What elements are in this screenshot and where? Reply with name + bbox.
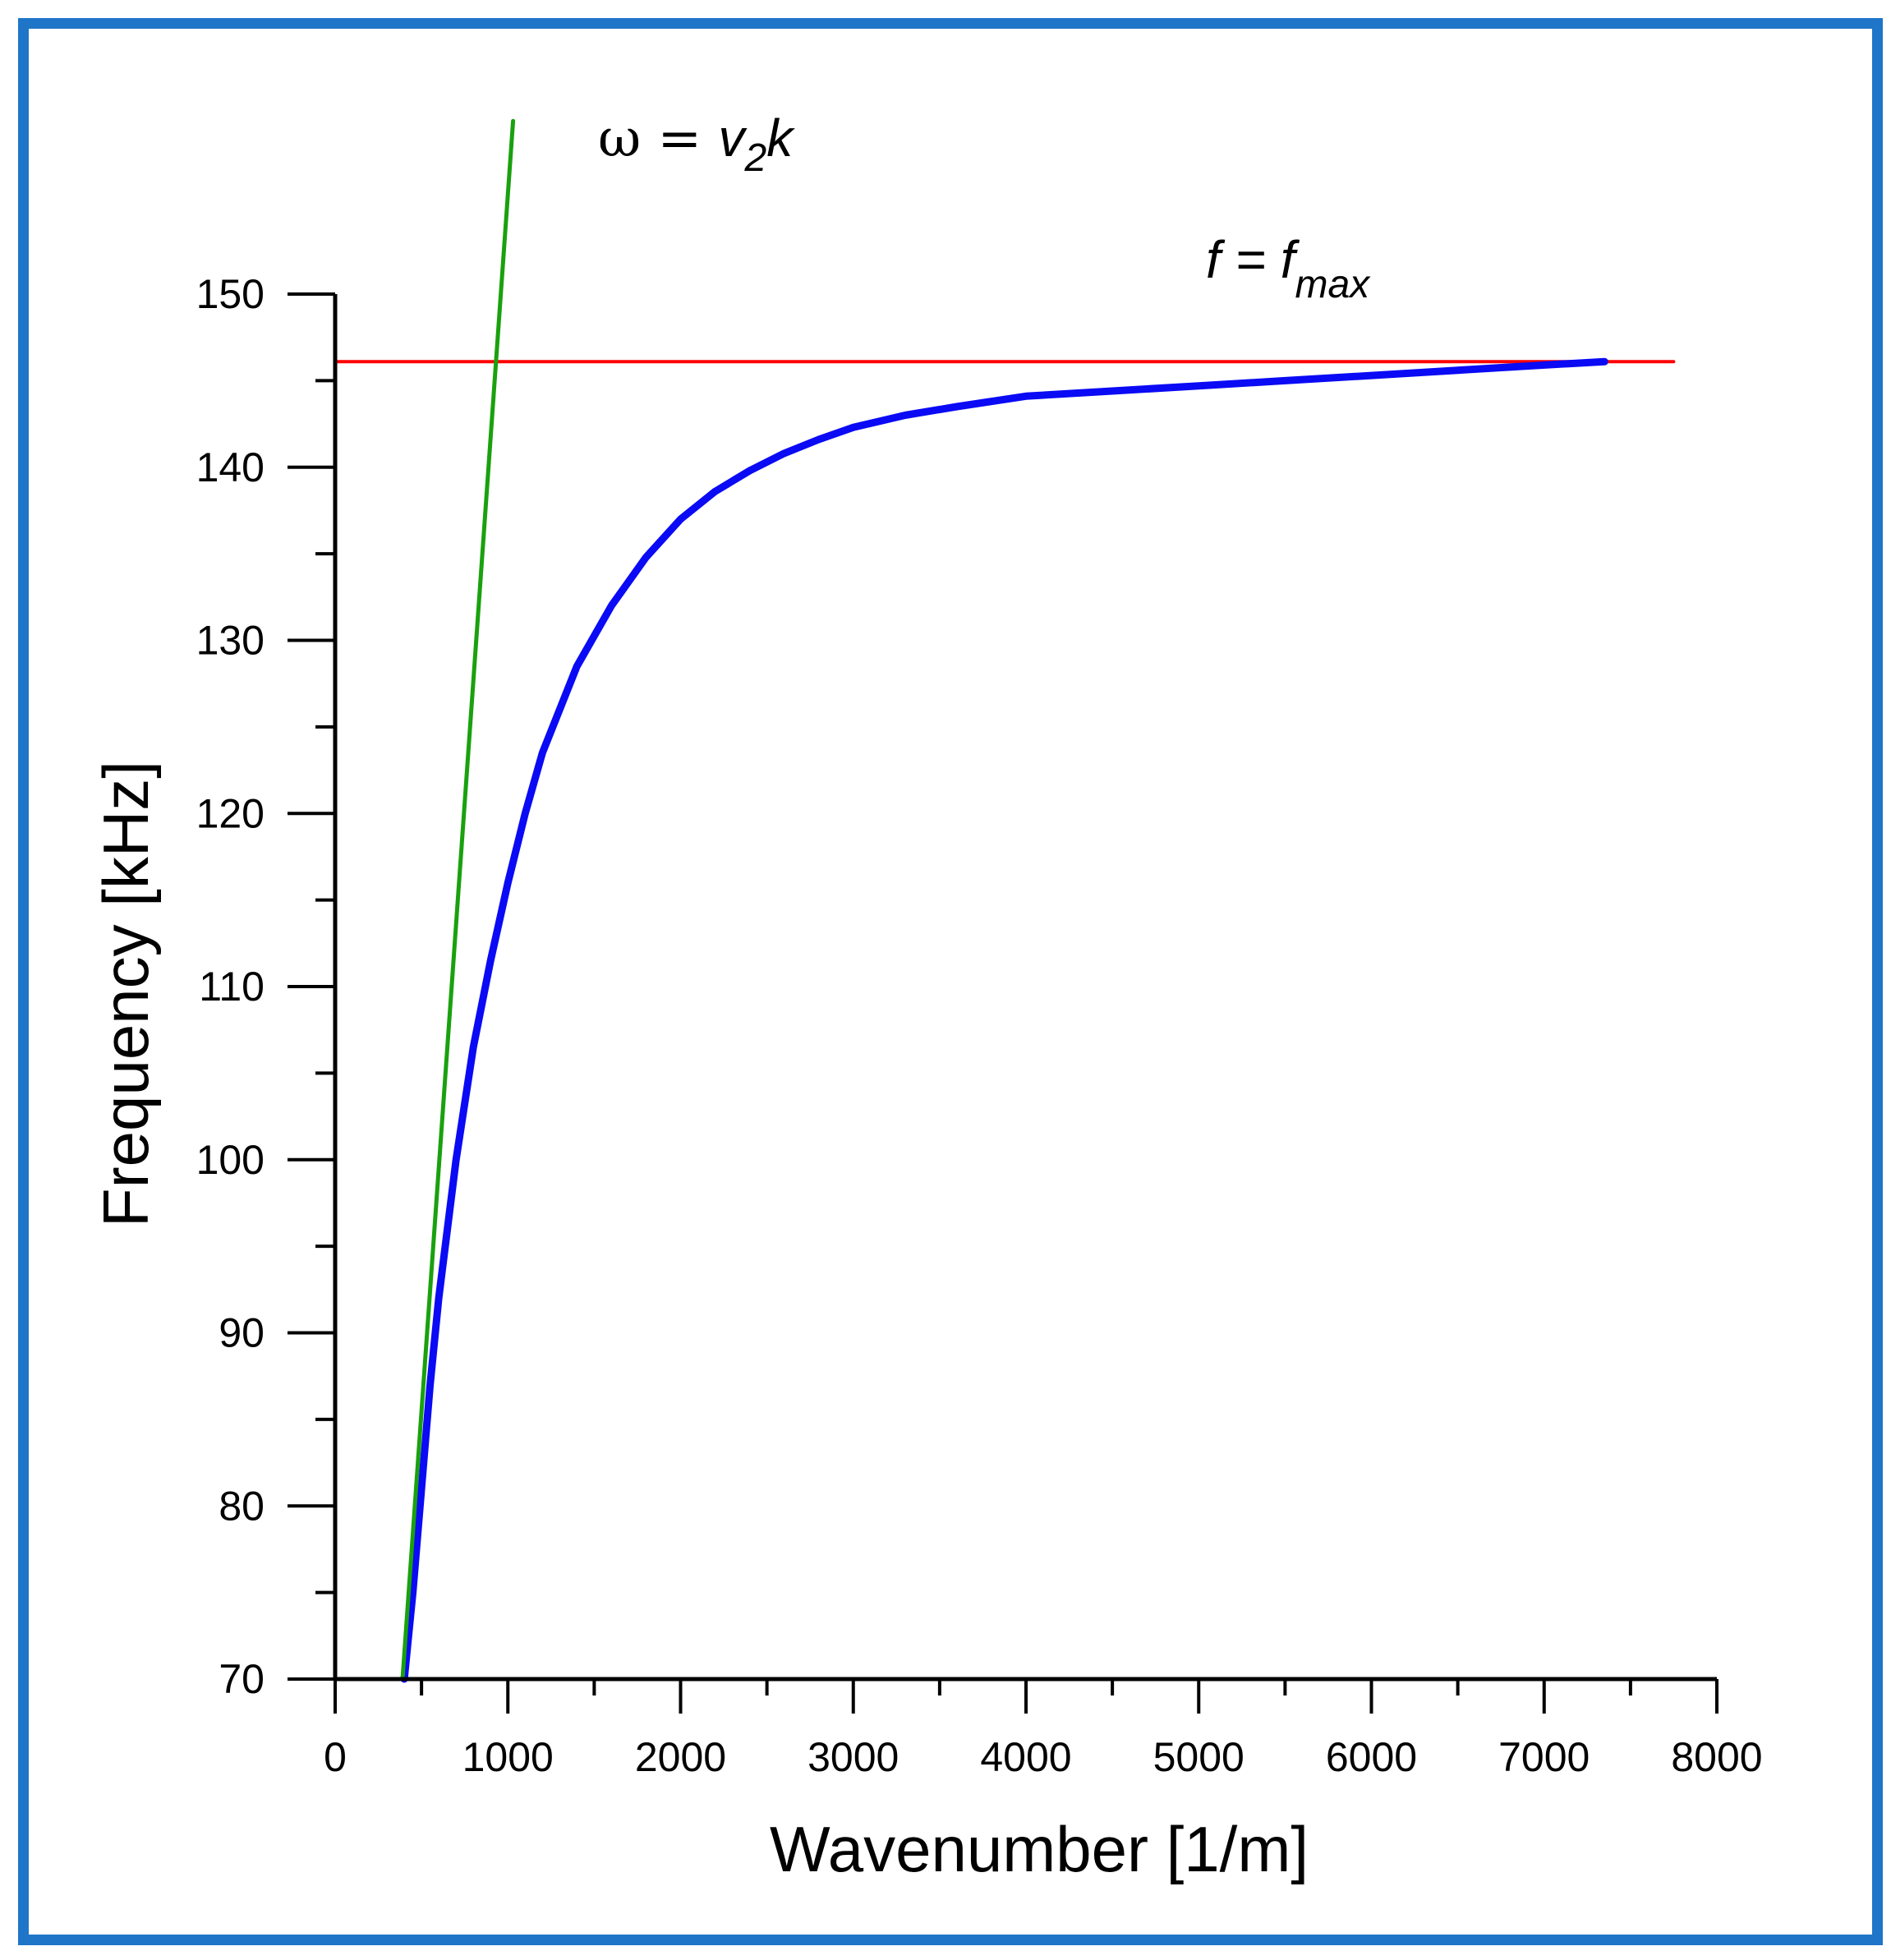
figure-frame xyxy=(18,18,1883,1945)
annotation-fmax-subscript: max xyxy=(1295,263,1372,306)
y-tick-label: 70 xyxy=(219,1656,265,1702)
dispersion-curve xyxy=(400,357,1608,1683)
y-tick-label: 80 xyxy=(219,1483,265,1529)
x-tick-label: 4000 xyxy=(980,1734,1071,1780)
x-tick-label: 7000 xyxy=(1498,1734,1590,1780)
x-tick-label: 3000 xyxy=(807,1734,899,1780)
y-tick-label: 150 xyxy=(196,271,265,317)
annotation-omega-subscript: 2 xyxy=(744,136,767,180)
x-tick-label: 1000 xyxy=(462,1734,554,1780)
x-tick-label: 8000 xyxy=(1671,1734,1762,1780)
x-tick-label: 6000 xyxy=(1326,1734,1417,1780)
axes xyxy=(333,294,1717,1682)
y-tick-label: 140 xyxy=(196,444,265,490)
x-tick-label: 2000 xyxy=(635,1734,726,1780)
y-tick-label: 130 xyxy=(196,618,265,664)
y-tick-label: 110 xyxy=(199,964,265,1010)
annotation-omega-equation: ω = v2k xyxy=(598,108,795,180)
tick-marks xyxy=(288,292,1718,1714)
annotation-fmax-equation: f = fmax xyxy=(1206,230,1371,306)
tick-labels: 0 1000 2000 3000 4000 5000 6000 7000 8000 70 80 90 1… xyxy=(196,271,1763,1780)
annotation-fmax-prefix: f = xyxy=(1206,230,1281,289)
y-tick-label: 100 xyxy=(196,1137,265,1183)
asymptote-line xyxy=(400,118,516,1682)
x-tick-label: 5000 xyxy=(1153,1734,1245,1780)
y-tick-label: 90 xyxy=(219,1310,265,1356)
annotation-omega-prefix: ω = xyxy=(598,108,719,169)
x-tick-label: 0 xyxy=(324,1734,347,1780)
y-tick-label: 120 xyxy=(196,790,265,836)
annotation-omega-k: k xyxy=(766,108,795,168)
y-axis-title: Frequency [kHz] xyxy=(90,761,162,1227)
plot-lines xyxy=(334,118,1676,1683)
x-axis-title: Wavenumber [1/m] xyxy=(770,1813,1309,1885)
annotation-omega-v: v xyxy=(719,108,748,168)
